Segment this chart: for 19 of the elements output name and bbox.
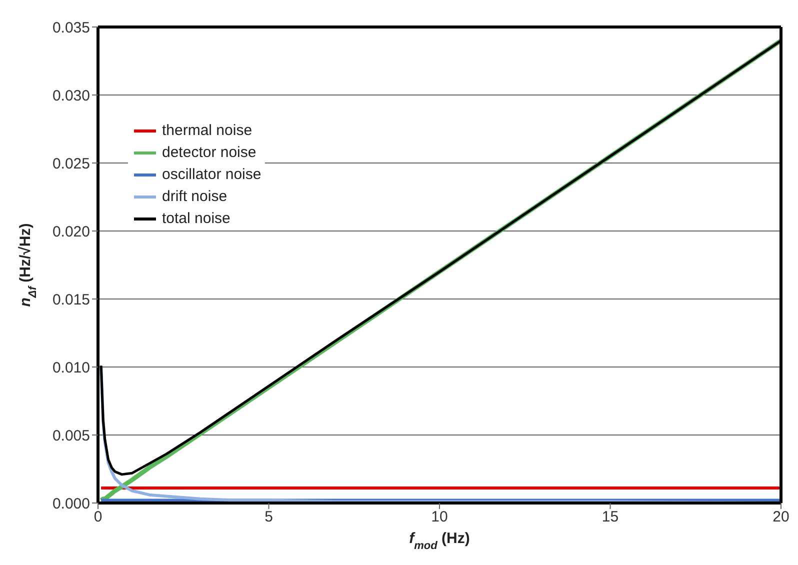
y-tick-label: 0.030: [52, 87, 90, 104]
legend-label: thermal noise: [162, 121, 252, 141]
x-tick-label: 10: [431, 508, 448, 526]
y-tick-label: 0.005: [52, 427, 90, 444]
x-tick-label: 20: [772, 508, 790, 526]
y-tick-label: 0.015: [52, 291, 90, 308]
x-tick-label: 5: [264, 508, 273, 526]
x-tick-label: 15: [602, 508, 619, 526]
legend-label: detector noise: [162, 143, 256, 163]
y-tick-label: 0.010: [52, 359, 90, 376]
y-tick-label: 0.035: [52, 19, 90, 36]
legend-label: oscillator noise: [162, 165, 262, 185]
y-tick-label: 0.000: [52, 495, 90, 512]
legend-label: total noise: [162, 209, 230, 229]
y-tick-label: 0.020: [52, 223, 90, 240]
x-tick-label: 0: [94, 508, 102, 526]
y-tick-label: 0.025: [52, 155, 90, 172]
x-axis-title: f$_{mod}$ (Hz): [409, 530, 470, 552]
legend-label: drift noise: [162, 187, 228, 207]
